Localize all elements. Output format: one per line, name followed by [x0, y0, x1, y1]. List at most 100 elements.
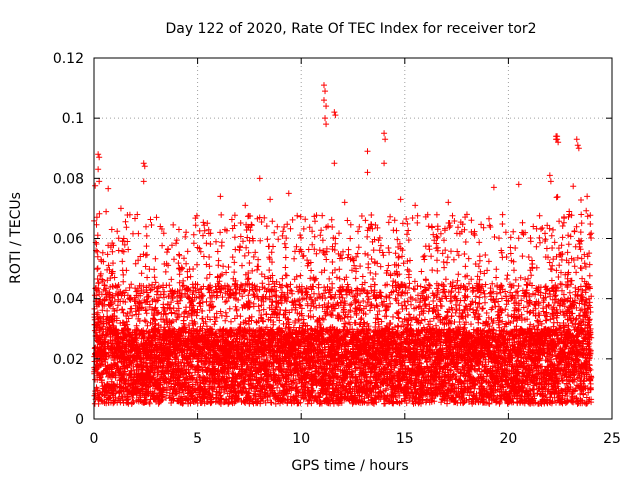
data-point-spike	[142, 223, 151, 392]
x-tick-label: 25	[603, 431, 621, 447]
data-point-spike	[132, 292, 141, 392]
data-point	[194, 244, 201, 251]
data-point-spike	[535, 299, 543, 392]
axis-ticks: 0 5 10 15 20 25 0 0.02 0.04 0.06 0.08 0.1 0.12	[53, 51, 621, 447]
y-axis-label: ROTI / TECUs	[8, 192, 24, 284]
y-tick-label: 0.08	[53, 171, 84, 187]
x-tick-label: 0	[90, 431, 99, 447]
data-point	[381, 130, 388, 137]
x-tick-label: 20	[499, 431, 517, 447]
data-point-spike	[548, 232, 557, 392]
data-point-spike	[268, 278, 277, 392]
data-point-spike	[318, 293, 326, 392]
data-point-spike	[586, 250, 594, 392]
data-point	[445, 199, 452, 206]
data-point-spike	[245, 212, 253, 392]
data-point	[95, 166, 102, 173]
data-point	[554, 133, 561, 140]
data-point-spike	[118, 238, 127, 392]
data-point-spike	[221, 299, 229, 392]
data-point	[141, 163, 148, 170]
data-point-spike	[461, 214, 469, 392]
data-point	[546, 172, 553, 179]
data-points-cluster	[202, 211, 246, 407]
data-point	[575, 145, 582, 152]
data-point	[364, 148, 371, 155]
data-point	[242, 202, 249, 209]
data-point	[381, 160, 388, 167]
data-point-spike	[257, 315, 265, 392]
data-point-spike	[206, 230, 214, 392]
data-point-spike	[371, 258, 379, 392]
data-point	[573, 136, 580, 143]
chart-title: Day 122 of 2020, Rate Of TEC Index for r…	[165, 21, 536, 37]
data-point	[267, 196, 274, 203]
data-point-spike	[475, 263, 483, 392]
data-point	[341, 199, 348, 206]
data-point	[412, 202, 419, 209]
data-point-spike	[512, 276, 521, 392]
data-point	[332, 112, 339, 119]
data-point-spike	[577, 220, 586, 392]
y-tick-label: 0.06	[53, 232, 84, 248]
data-point	[140, 160, 147, 167]
data-point	[323, 103, 330, 110]
y-tick-label: 0	[75, 412, 84, 428]
data-point	[364, 169, 371, 176]
data-point	[331, 109, 338, 116]
data-point	[320, 97, 327, 104]
data-point-spike	[433, 211, 441, 392]
data-point-spike	[564, 232, 572, 392]
data-points-cluster	[128, 211, 172, 407]
data-point	[117, 205, 124, 212]
x-tick-label: 10	[292, 431, 310, 447]
data-point-spike	[526, 267, 534, 392]
data-point	[285, 190, 292, 197]
data-point-spike	[498, 309, 506, 392]
data-point	[428, 223, 435, 230]
data-point	[157, 223, 164, 230]
data-points	[91, 82, 595, 407]
data-point	[331, 160, 338, 167]
data-point	[553, 136, 560, 143]
data-point-spike	[175, 251, 183, 392]
data-point	[397, 196, 404, 203]
data-points-cluster	[276, 212, 320, 407]
data-point	[322, 115, 329, 122]
data-point-spike	[199, 308, 206, 392]
data-points-cluster	[239, 213, 283, 407]
data-point	[463, 211, 470, 218]
data-point	[95, 151, 102, 158]
y-tick-label: 0.1	[62, 111, 84, 127]
x-tick-label: 5	[193, 431, 202, 447]
data-point	[547, 178, 554, 185]
data-point-spike	[188, 298, 196, 392]
data-point-spike	[167, 276, 175, 392]
x-tick-label: 15	[396, 431, 414, 447]
data-point-spike	[292, 298, 299, 392]
data-point-spike	[489, 280, 497, 392]
data-point-spike	[404, 258, 412, 392]
data-point	[382, 136, 389, 143]
data-point	[96, 154, 103, 161]
data-point	[555, 139, 562, 146]
data-point-spike	[108, 240, 117, 392]
data-point-spike	[394, 244, 402, 392]
data-point	[322, 88, 329, 95]
data-point-spike	[382, 270, 391, 392]
data-point	[256, 175, 263, 182]
data-point-spike	[93, 221, 101, 392]
data-point-spike	[307, 267, 315, 392]
x-axis-label: GPS time / hours	[291, 458, 408, 474]
data-point	[175, 226, 182, 233]
data-point	[490, 184, 497, 191]
data-point-spike	[446, 293, 455, 392]
data-point	[574, 142, 581, 149]
data-point	[320, 82, 327, 89]
data-point-spike	[151, 255, 159, 392]
data-point	[323, 121, 330, 128]
data-point	[217, 193, 224, 200]
data-point-spike	[341, 276, 349, 392]
data-point-spike	[352, 253, 360, 392]
